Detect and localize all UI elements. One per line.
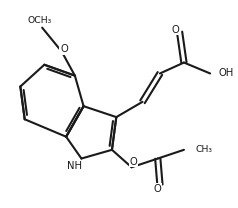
Text: O: O — [171, 25, 179, 35]
Text: NH: NH — [67, 161, 82, 171]
Text: O: O — [130, 157, 138, 167]
Text: CH₃: CH₃ — [196, 145, 213, 154]
Text: OCH₃: OCH₃ — [28, 16, 52, 25]
Text: O: O — [60, 45, 68, 54]
Text: OH: OH — [219, 68, 234, 78]
Text: O: O — [154, 184, 162, 194]
